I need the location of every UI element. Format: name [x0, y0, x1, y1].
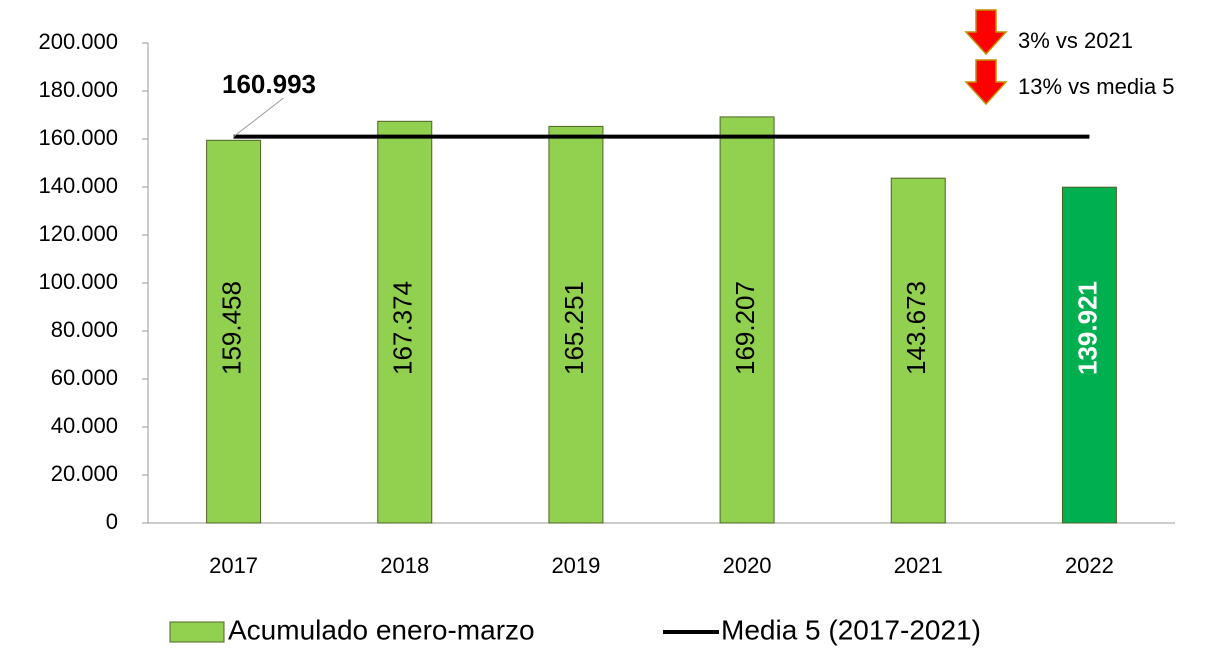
bar	[548, 125, 604, 524]
y-tick-label: 80.000	[51, 317, 118, 342]
bar	[719, 116, 775, 524]
y-tick-label: 40.000	[51, 413, 118, 438]
down-arrow	[964, 9, 1008, 56]
x-tick-label: 2021	[894, 553, 943, 578]
y-tick-label: 120.000	[38, 221, 118, 246]
leader-line	[233, 97, 284, 138]
y-tick-label: 180.000	[38, 77, 118, 102]
y-tick-label: 140.000	[38, 173, 118, 198]
y-tick-label: 60.000	[51, 365, 118, 390]
legend-label: Acumulado enero-marzo	[228, 614, 535, 645]
bar-value-label: 139.921	[1072, 281, 1102, 375]
y-tick-label: 100.000	[38, 269, 118, 294]
x-tick-label: 2018	[380, 553, 429, 578]
bar-value-label: 143.673	[901, 281, 931, 375]
x-tick-label: 2020	[723, 553, 772, 578]
down-arrow	[964, 59, 1008, 106]
bar-value-label: 159.458	[216, 281, 246, 375]
x-tick-label: 2022	[1065, 553, 1114, 578]
bar	[206, 139, 262, 524]
line-value-label: 160.993	[222, 69, 316, 99]
legend-label: Media 5 (2017-2021)	[721, 614, 981, 645]
annotation: 13% vs media 5	[1018, 74, 1175, 99]
x-tick-label: 2019	[551, 553, 600, 578]
bar	[377, 120, 433, 524]
y-tick-label: 0	[106, 509, 118, 534]
bar-value-label: 169.207	[730, 281, 760, 375]
bar	[1061, 186, 1117, 524]
y-tick-label: 160.000	[38, 125, 118, 150]
legend-swatch	[169, 621, 225, 643]
y-tick-label: 20.000	[51, 461, 118, 486]
y-tick-label: 200.000	[38, 29, 118, 54]
bar-value-label: 165.251	[559, 281, 589, 375]
bar	[890, 177, 946, 524]
annotation: 3% vs 2021	[1018, 28, 1133, 53]
bar-value-label: 167.374	[388, 281, 418, 375]
x-tick-label: 2017	[209, 553, 258, 578]
